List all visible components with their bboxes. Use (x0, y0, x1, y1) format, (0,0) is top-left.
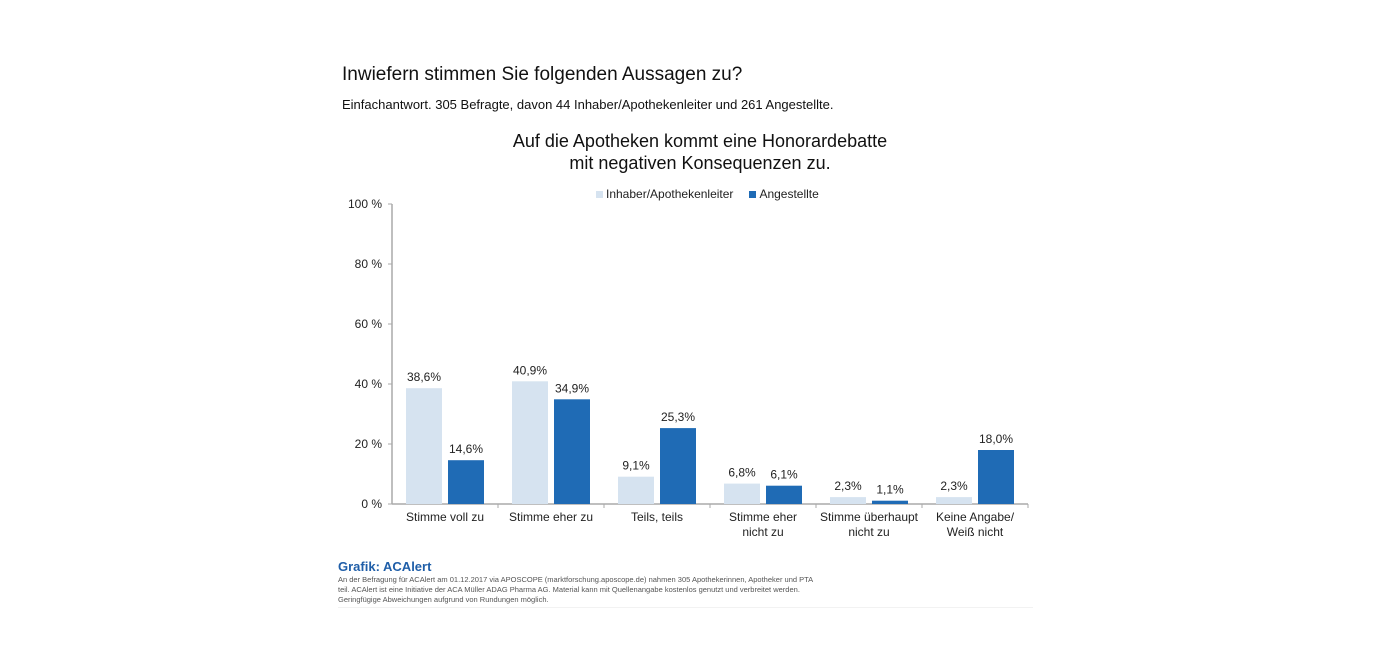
data-label: 1,1% (876, 483, 904, 497)
bar-inhaber (830, 497, 866, 504)
bar-angestellte (872, 500, 908, 504)
y-tick-label: 80 % (355, 257, 383, 271)
bar-inhaber (618, 476, 654, 504)
x-tick-label: Stimme voll zu (406, 510, 484, 524)
chart-legend: Inhaber/Apothekenleiter Angestellte (596, 187, 819, 201)
survey-subtitle: Einfachantwort. 305 Befragte, davon 44 I… (342, 97, 834, 112)
data-label: 34,9% (555, 381, 589, 395)
x-tick-label: Stimme überhaupt (820, 510, 919, 524)
chart-title-line-1: Auf die Apotheken kommt eine Honorardeba… (512, 131, 888, 151)
x-tick-label: Keine Angabe/ (936, 510, 1015, 524)
data-label: 6,1% (770, 468, 798, 482)
bar-inhaber (512, 381, 548, 504)
chart-title-line-2: mit negativen Konsequenzen zu. (569, 153, 831, 173)
x-tick-label: Teils, teils (631, 510, 683, 524)
x-tick-label: Stimme eher zu (509, 510, 593, 524)
bar-angestellte (766, 485, 802, 504)
y-tick-label: 100 % (348, 197, 382, 211)
data-label: 2,3% (940, 479, 968, 493)
x-tick-label: nicht zu (848, 525, 889, 539)
bar-inhaber (724, 483, 760, 504)
data-label: 18,0% (979, 432, 1013, 446)
data-label: 9,1% (622, 459, 650, 473)
source-note: An der Befragung für ACAlert am 01.12.20… (338, 575, 813, 604)
legend-item-angestellte: Angestellte (749, 187, 819, 201)
x-tick-label: nicht zu (742, 525, 783, 539)
y-tick-label: 40 % (355, 377, 383, 391)
bar-inhaber (406, 388, 442, 504)
data-label: 14,6% (449, 442, 483, 456)
y-tick-label: 0 % (361, 497, 382, 511)
survey-question: Inwiefern stimmen Sie folgenden Aussagen… (342, 64, 743, 85)
legend-swatch-inhaber (596, 190, 603, 198)
source-title: Grafik: ACAlert (338, 559, 432, 574)
y-tick-label: 60 % (355, 317, 383, 331)
data-label: 2,3% (834, 479, 862, 493)
bar-angestellte (660, 428, 696, 504)
x-tick-label: Stimme eher (729, 510, 797, 524)
footer-divider (338, 607, 1033, 608)
bar-angestellte (978, 450, 1014, 504)
x-tick-label: Weiß nicht (947, 525, 1004, 539)
data-label: 38,6% (407, 370, 441, 384)
legend-label-inhaber: Inhaber/Apothekenleiter (606, 187, 734, 201)
bar-inhaber (936, 497, 972, 504)
y-tick-label: 20 % (355, 437, 383, 451)
bar-angestellte (448, 460, 484, 504)
legend-label-angestellte: Angestellte (759, 187, 819, 201)
chart-title: Auf die Apotheken kommt eine Honorardeba… (450, 130, 950, 174)
data-label: 6,8% (728, 466, 756, 480)
legend-swatch-angestellte (749, 190, 757, 198)
data-label: 40,9% (513, 363, 547, 377)
data-label: 25,3% (661, 410, 695, 424)
legend-item-inhaber: Inhaber/Apothekenleiter (596, 187, 733, 201)
bar-angestellte (554, 399, 590, 504)
